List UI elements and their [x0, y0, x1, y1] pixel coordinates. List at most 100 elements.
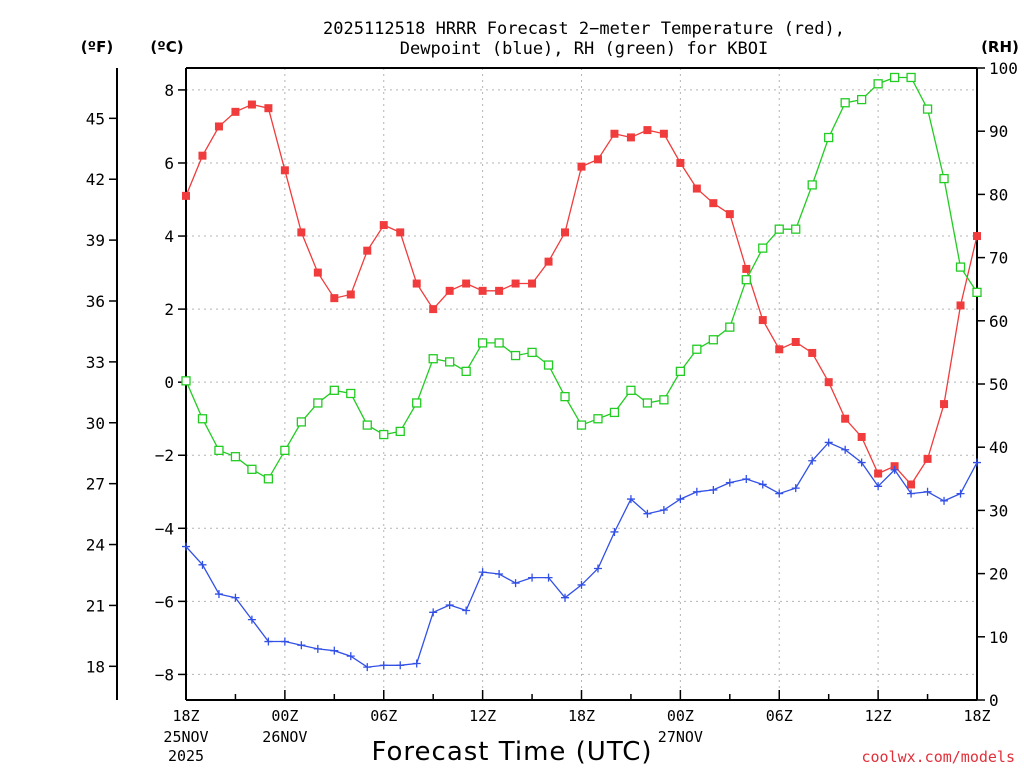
year-tick-label: 2025	[168, 747, 204, 765]
rh-point	[922, 104, 933, 114]
rh-tick-label: 30	[989, 501, 1008, 520]
dewpoint-point	[544, 573, 553, 582]
dewpoint-point	[791, 484, 800, 493]
rh-point	[477, 338, 488, 348]
rh-point	[774, 224, 784, 234]
temperature-point	[247, 100, 256, 109]
temperature-point	[396, 228, 405, 237]
dewpoint-point	[808, 456, 817, 465]
temperature-point	[297, 228, 306, 237]
rh-point	[955, 262, 966, 272]
rh-point	[560, 391, 570, 402]
temperature-point	[528, 279, 537, 288]
temperature-point	[429, 305, 438, 314]
dewpoint-point	[346, 652, 355, 661]
fahrenheit-tick-label: 42	[86, 170, 105, 189]
temperature-point	[626, 133, 635, 142]
dewpoint-point	[478, 568, 487, 577]
dewpoint-point	[973, 458, 981, 467]
temperature-point	[462, 279, 471, 288]
celsius-unit-label: (ºC)	[150, 38, 183, 56]
fahrenheit-unit-label: (ºF)	[81, 38, 113, 56]
temperature-point	[363, 246, 372, 255]
rh-tick-label: 60	[989, 312, 1008, 331]
rh-point	[807, 180, 817, 190]
dewpoint-point	[495, 569, 504, 578]
celsius-tick-label: 6	[164, 154, 174, 173]
rh-point	[675, 366, 686, 377]
dewpoint-point	[956, 489, 965, 498]
dewpoint-point	[940, 496, 949, 505]
time-tick-label: 12Z	[469, 707, 496, 725]
rh-point	[214, 445, 224, 456]
dewpoint-point	[626, 495, 635, 504]
dewpoint-point	[379, 661, 388, 670]
temperature-point	[973, 232, 981, 241]
temperature-point	[791, 337, 800, 346]
dewpoint-point	[676, 495, 685, 504]
temperature-point	[824, 378, 833, 387]
temperature-point	[445, 286, 454, 295]
axes	[109, 67, 985, 701]
temperature-point	[561, 228, 570, 237]
dewpoint-series	[182, 438, 981, 672]
rh-point	[280, 445, 290, 456]
time-tick-label: 18Z	[568, 707, 595, 725]
fahrenheit-tick-label: 27	[86, 475, 105, 494]
rh-tick-label: 80	[989, 185, 1008, 204]
rh-point	[263, 474, 274, 484]
temperature-point	[214, 122, 223, 131]
time-tick-label: 06Z	[370, 707, 397, 725]
time-tick-label: 12Z	[865, 707, 892, 725]
temperature-point	[775, 345, 784, 354]
time-tick-label: 06Z	[766, 707, 793, 725]
time-tick-label: 18Z	[172, 707, 199, 725]
temperature-point	[379, 221, 388, 230]
fahrenheit-tick-label: 21	[86, 596, 105, 615]
source-credit: coolwx.com/models	[861, 748, 1015, 766]
celsius-tick-label: 2	[164, 300, 174, 319]
temperature-point	[940, 400, 949, 409]
temperature-point	[692, 184, 701, 193]
rh-point	[576, 420, 587, 430]
temperature-point	[330, 294, 339, 303]
rh-point	[247, 464, 257, 474]
temperature-series	[182, 100, 981, 489]
dewpoint-point	[725, 478, 734, 487]
rh-point	[379, 429, 389, 440]
temperature-point	[874, 469, 883, 478]
rh-point	[527, 347, 537, 358]
rh-point	[906, 72, 916, 83]
rh-tick-label: 50	[989, 375, 1008, 394]
chart-title-line-1: 2025112518 HRRR Forecast 2−meter Tempera…	[323, 19, 845, 39]
dewpoint-point	[643, 509, 652, 518]
celsius-tick-label: −2	[155, 446, 174, 465]
date-tick-label: 27NOV	[658, 728, 703, 746]
celsius-tick-label: 8	[164, 81, 174, 100]
temperature-point	[478, 286, 487, 295]
temperature-point	[412, 279, 421, 288]
rh-point	[428, 354, 438, 364]
dewpoint-point	[709, 485, 718, 494]
dewpoint-point	[923, 487, 932, 496]
temperature-point	[544, 257, 553, 266]
temperature-point	[659, 129, 668, 138]
temperature-point	[511, 279, 520, 288]
temperature-point	[231, 107, 240, 116]
rh-point	[626, 385, 636, 395]
dewpoint-point	[610, 527, 619, 536]
dewpoint-point	[775, 489, 784, 498]
rh-point	[741, 275, 751, 285]
rh-point	[510, 350, 521, 361]
fahrenheit-tick-label: 33	[86, 353, 105, 372]
rh-point	[873, 79, 883, 89]
rh-point	[791, 224, 801, 234]
rh-tick-label: 10	[989, 628, 1008, 647]
rh-point	[230, 452, 241, 462]
temperature-point	[956, 301, 965, 310]
time-tick-label: 00Z	[667, 707, 694, 725]
temperature-point	[264, 104, 273, 113]
rh-point	[725, 322, 735, 332]
tick-labels: −8−6−4−202468182124273033363942450102030…	[86, 59, 1018, 765]
rh-point	[692, 344, 702, 354]
